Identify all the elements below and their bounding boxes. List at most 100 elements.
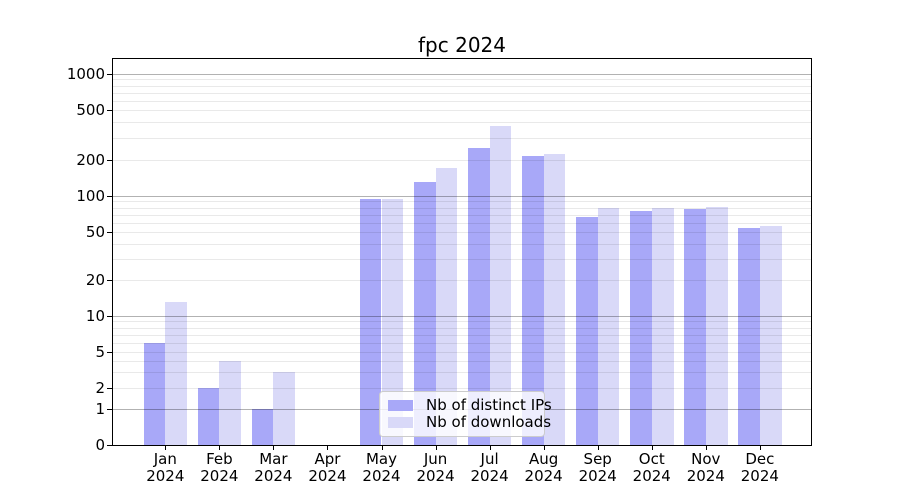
y-axis-tick bbox=[107, 280, 112, 281]
bar-distinct-ips bbox=[521, 156, 544, 445]
gridline-minor bbox=[113, 371, 811, 373]
gridline-minor bbox=[113, 342, 811, 344]
gridline-major bbox=[113, 196, 811, 197]
gridline-minor bbox=[113, 110, 811, 111]
y-axis-tick bbox=[107, 352, 112, 353]
bar-downloads bbox=[435, 168, 458, 445]
bar-distinct-ips bbox=[629, 210, 652, 445]
chart-title: fpc 2024 bbox=[418, 33, 506, 57]
x-axis-tick bbox=[436, 445, 437, 450]
x-axis-tick-label: Apr 2024 bbox=[308, 450, 347, 485]
bar-downloads bbox=[489, 126, 512, 445]
y-axis-tick-label: 10 bbox=[85, 307, 105, 325]
x-axis-tick bbox=[382, 445, 383, 450]
y-axis-tick-label: 1000 bbox=[66, 65, 105, 83]
y-axis-tick bbox=[107, 196, 112, 197]
bar-distinct-ips bbox=[575, 216, 598, 445]
y-axis-tick bbox=[107, 110, 112, 111]
gridline-minor bbox=[113, 214, 811, 216]
gridline-minor bbox=[113, 352, 811, 353]
gridline-minor bbox=[113, 387, 811, 389]
x-axis-tick bbox=[219, 445, 220, 450]
bar-distinct-ips bbox=[197, 387, 220, 445]
gridline-minor bbox=[113, 160, 811, 161]
y-axis-tick-label: 500 bbox=[76, 101, 105, 119]
bar-downloads bbox=[597, 207, 620, 445]
y-axis-tick-label: 5 bbox=[95, 343, 105, 361]
x-axis-tick-label: Oct 2024 bbox=[632, 450, 671, 485]
gridline-major bbox=[113, 316, 811, 317]
bar-downloads bbox=[759, 226, 782, 445]
legend-label-distinct-ips: Nb of distinct IPs bbox=[426, 396, 552, 414]
y-axis-tick bbox=[107, 409, 112, 410]
gridline-minor bbox=[113, 243, 811, 245]
x-axis-tick bbox=[706, 445, 707, 450]
legend-swatch-downloads bbox=[388, 417, 413, 428]
x-axis-tick-label: Nov 2024 bbox=[686, 450, 725, 485]
gridline-minor bbox=[113, 92, 811, 94]
bar-downloads bbox=[165, 302, 188, 445]
legend-item-distinct-ips: Nb of distinct IPs bbox=[388, 397, 552, 414]
y-axis-tick-label: 50 bbox=[85, 223, 105, 241]
legend-item-downloads: Nb of downloads bbox=[388, 414, 551, 431]
y-axis-tick bbox=[107, 388, 112, 389]
y-axis-tick bbox=[107, 445, 112, 446]
y-axis-tick bbox=[107, 316, 112, 317]
bar-distinct-ips bbox=[359, 198, 382, 445]
y-axis-tick-label: 2 bbox=[95, 378, 105, 397]
legend-label-downloads: Nb of downloads bbox=[426, 413, 552, 431]
gridline-minor bbox=[113, 360, 811, 362]
gridline-minor bbox=[113, 222, 811, 224]
bar-downloads bbox=[219, 360, 242, 445]
x-axis-tick bbox=[165, 445, 166, 450]
y-axis-tick-label: 1 bbox=[95, 399, 105, 418]
gridline-minor bbox=[113, 137, 811, 139]
x-axis-tick-label: Feb 2024 bbox=[200, 450, 239, 485]
bar-downloads bbox=[651, 207, 674, 445]
x-axis-tick-label: Sep 2024 bbox=[578, 450, 617, 485]
x-axis-tick-label: Dec 2024 bbox=[740, 450, 779, 485]
x-axis-tick bbox=[490, 445, 491, 450]
gridline-minor bbox=[113, 258, 811, 260]
legend: Nb of distinct IPs Nb of downloads bbox=[379, 391, 552, 437]
y-axis-tick bbox=[107, 232, 112, 233]
plot-area bbox=[112, 58, 812, 446]
gridline-minor bbox=[113, 334, 811, 336]
gridline-minor bbox=[113, 207, 811, 209]
x-axis-tick bbox=[327, 445, 328, 450]
bar-distinct-ips bbox=[251, 408, 274, 445]
gridline-minor bbox=[113, 122, 811, 124]
x-axis-tick-label: Jul 2024 bbox=[470, 450, 509, 485]
bar-distinct-ips bbox=[738, 228, 760, 445]
bar-downloads bbox=[543, 153, 566, 445]
y-axis-tick-label: 200 bbox=[76, 151, 105, 169]
x-axis-tick-label: May 2024 bbox=[362, 450, 401, 485]
x-axis-tick-label: Aug 2024 bbox=[524, 450, 563, 485]
y-axis-tick-label: 20 bbox=[85, 271, 105, 289]
gridline-minor bbox=[113, 280, 811, 281]
bar-distinct-ips bbox=[143, 342, 166, 445]
x-axis-tick-label: Jan 2024 bbox=[146, 450, 185, 485]
x-axis-tick bbox=[273, 445, 274, 450]
bar-distinct-ips bbox=[413, 182, 436, 445]
gridline-minor bbox=[113, 100, 811, 102]
x-axis-tick bbox=[760, 445, 761, 450]
gridline-minor bbox=[113, 201, 811, 203]
bar-downloads bbox=[705, 206, 728, 445]
gridline-minor bbox=[113, 321, 811, 323]
x-axis-tick-label: Mar 2024 bbox=[254, 450, 293, 485]
gridline-minor bbox=[113, 232, 811, 233]
gridline-minor bbox=[113, 79, 811, 81]
x-axis-tick bbox=[652, 445, 653, 450]
x-axis-tick bbox=[598, 445, 599, 450]
bar-downloads bbox=[381, 198, 404, 445]
bar-distinct-ips bbox=[467, 147, 490, 445]
bar-downloads bbox=[273, 371, 296, 445]
y-axis-tick bbox=[107, 74, 112, 75]
x-axis-tick bbox=[544, 445, 545, 450]
gridline-minor bbox=[113, 85, 811, 87]
x-axis-tick-label: Jun 2024 bbox=[416, 450, 455, 485]
y-axis-tick bbox=[107, 160, 112, 161]
gridline-major bbox=[113, 74, 811, 75]
